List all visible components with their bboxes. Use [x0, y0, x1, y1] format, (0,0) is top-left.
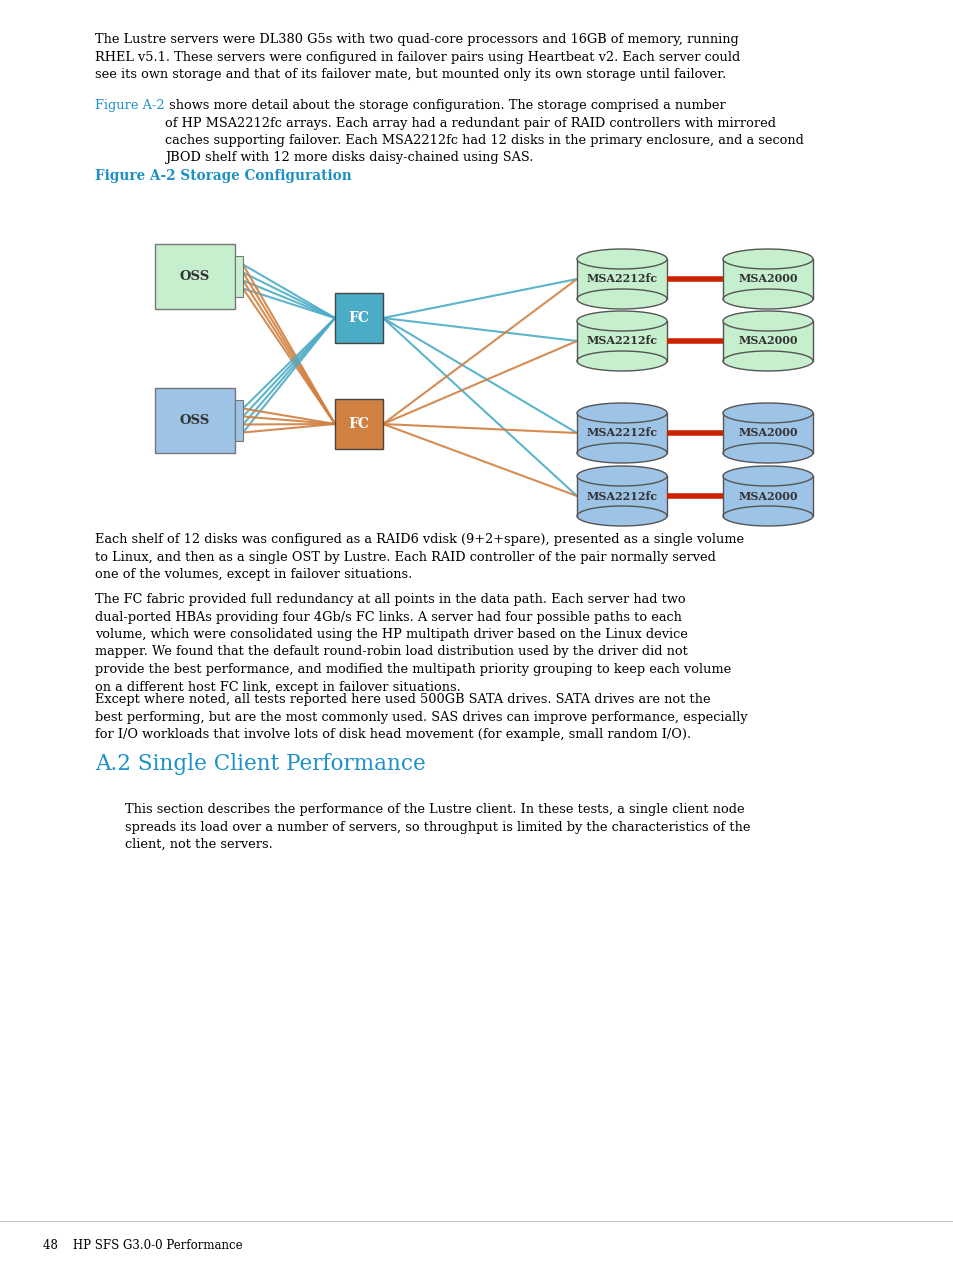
Text: This section describes the performance of the Lustre client. In these tests, a s: This section describes the performance o…	[125, 803, 750, 852]
Text: The Lustre servers were DL380 G5s with two quad-core processors and 16GB of memo: The Lustre servers were DL380 G5s with t…	[95, 33, 740, 81]
Bar	[577, 322, 666, 361]
Text: OSS: OSS	[180, 269, 210, 283]
Text: MSA2000: MSA2000	[738, 273, 797, 285]
Ellipse shape	[722, 351, 812, 371]
Text: The FC fabric provided full redundancy at all points in the data path. Each serv: The FC fabric provided full redundancy a…	[95, 594, 731, 694]
Ellipse shape	[577, 311, 666, 330]
Text: MSA2000: MSA2000	[738, 491, 797, 502]
Ellipse shape	[722, 249, 812, 269]
Bar	[722, 322, 812, 361]
Bar	[722, 259, 812, 299]
Text: shows more detail about the storage configuration. The storage comprised a numbe: shows more detail about the storage conf…	[165, 99, 803, 164]
Ellipse shape	[722, 311, 812, 330]
Text: FC: FC	[348, 311, 369, 325]
Text: MSA2000: MSA2000	[738, 336, 797, 347]
Text: A.2 Single Client Performance: A.2 Single Client Performance	[95, 752, 425, 775]
Ellipse shape	[722, 444, 812, 463]
Bar	[577, 413, 666, 452]
Bar	[335, 399, 382, 449]
Ellipse shape	[577, 506, 666, 526]
Text: MSA2212fc: MSA2212fc	[586, 273, 657, 285]
Bar	[154, 388, 234, 452]
Text: MSA2212fc: MSA2212fc	[586, 336, 657, 347]
Ellipse shape	[577, 403, 666, 423]
Bar	[154, 244, 234, 309]
Text: Except where noted, all tests reported here used 500GB SATA drives. SATA drives : Except where noted, all tests reported h…	[95, 693, 747, 741]
Text: 48    HP SFS G3.0-0 Performance: 48 HP SFS G3.0-0 Performance	[43, 1239, 242, 1252]
Text: Each shelf of 12 disks was configured as a RAID6 vdisk (9+2+spare), presented as: Each shelf of 12 disks was configured as…	[95, 533, 743, 581]
Ellipse shape	[577, 466, 666, 486]
Bar	[335, 294, 382, 343]
Ellipse shape	[722, 466, 812, 486]
Bar	[234, 399, 243, 441]
Ellipse shape	[722, 403, 812, 423]
Ellipse shape	[722, 506, 812, 526]
Text: OSS: OSS	[180, 414, 210, 427]
Bar	[722, 477, 812, 516]
Text: MSA2212fc: MSA2212fc	[586, 491, 657, 502]
Ellipse shape	[722, 289, 812, 309]
Ellipse shape	[577, 249, 666, 269]
Bar	[577, 477, 666, 516]
Ellipse shape	[577, 351, 666, 371]
Text: MSA2000: MSA2000	[738, 427, 797, 438]
Text: FC: FC	[348, 417, 369, 431]
Text: MSA2212fc: MSA2212fc	[586, 427, 657, 438]
Bar	[722, 413, 812, 452]
Bar	[234, 255, 243, 297]
Ellipse shape	[577, 444, 666, 463]
Ellipse shape	[577, 289, 666, 309]
Text: Figure A-2: Figure A-2	[95, 99, 165, 112]
Text: Figure A-2 Storage Configuration: Figure A-2 Storage Configuration	[95, 169, 352, 183]
Bar	[577, 259, 666, 299]
